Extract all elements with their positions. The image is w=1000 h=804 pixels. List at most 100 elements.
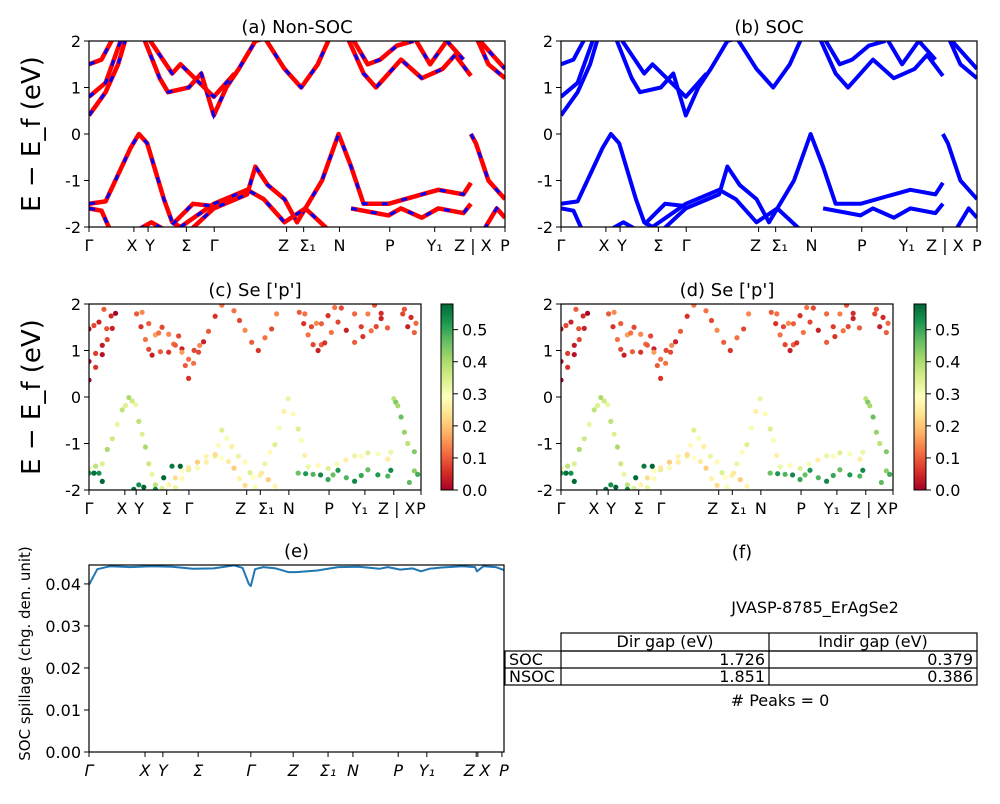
projection-point (313, 320, 320, 326)
projection-point (122, 403, 129, 409)
projection-point (139, 431, 145, 437)
projection-point (576, 326, 582, 332)
projection-point (395, 298, 400, 303)
x-tick-label: Z (235, 499, 246, 518)
band-line (413, 41, 466, 67)
projection-point (276, 425, 282, 431)
x-tick-label: X (588, 499, 599, 518)
projection-point (169, 463, 175, 469)
table-cell-nsoc-dir: 1.851 (719, 667, 765, 686)
projection-point (109, 325, 115, 331)
x-tick-label: Σ (193, 761, 204, 780)
projection-point (99, 461, 105, 467)
colorbar-tick-label: 0.0 (462, 481, 487, 500)
band-dash (347, 41, 473, 90)
projection-point (159, 324, 165, 330)
projection-point (857, 473, 863, 479)
projection-point (840, 328, 846, 334)
projection-point (684, 451, 690, 458)
projection-point (388, 467, 394, 473)
projection-point (91, 470, 97, 476)
projection-point (737, 477, 743, 483)
projection-point (194, 459, 201, 465)
panel-title: (b) SOC (734, 17, 803, 38)
projection-point (203, 459, 209, 465)
projection-point (108, 313, 114, 319)
projection-point (832, 333, 838, 340)
projection-point (824, 339, 830, 345)
colorbar-tick-label: 0.3 (462, 385, 487, 404)
projection-point (847, 472, 853, 478)
projection-point (753, 408, 759, 414)
projection-point (255, 347, 261, 354)
band-dash (483, 205, 505, 227)
projection-point (603, 486, 609, 490)
projection-point (631, 324, 637, 330)
projection-point (182, 362, 188, 369)
x-tick-label: Γ (85, 499, 94, 518)
x-tick-label: Y₁ (898, 236, 915, 255)
projection-point (259, 470, 265, 476)
projection-point (408, 314, 414, 320)
projection-point (568, 470, 574, 476)
projection-point (638, 331, 644, 337)
projection-point (767, 426, 773, 432)
projection-point (614, 444, 621, 450)
projection-point (406, 479, 412, 486)
projection-point (250, 474, 256, 480)
projection-point (249, 339, 255, 345)
projection-point (269, 326, 275, 332)
projection-point (89, 358, 92, 365)
projection-point (628, 330, 634, 336)
projection-point (310, 342, 316, 348)
x-tick-label: P (416, 499, 426, 518)
projection-point (315, 347, 321, 354)
x-tick-label: Z | X (378, 499, 416, 518)
projection-point (576, 446, 582, 452)
projection-point (608, 482, 614, 488)
projection-point (166, 349, 172, 355)
projection-point (343, 457, 349, 463)
x-tick-label: P (888, 499, 898, 518)
projection-point (638, 349, 644, 355)
projection-point (156, 330, 162, 336)
projection-point (618, 346, 624, 352)
projection-point (830, 453, 836, 459)
band-line (610, 220, 636, 227)
band-line (941, 133, 977, 201)
projection-point (669, 342, 675, 349)
x-tick-label: Y₁ (426, 236, 443, 255)
x-tick-label: Γ (85, 761, 95, 780)
projection-point (714, 459, 720, 465)
projection-point (708, 476, 715, 482)
projection-point (672, 339, 679, 345)
projection-point (99, 351, 105, 358)
projection-point (197, 342, 203, 349)
projection-point (131, 486, 137, 490)
projection-point (877, 440, 883, 447)
band-dash (89, 206, 111, 227)
projection-point (767, 470, 773, 476)
projection-point (119, 407, 125, 413)
projection-point (273, 311, 280, 317)
band-line (947, 41, 977, 80)
projection-point (205, 328, 212, 334)
projection-point (177, 463, 183, 469)
projection-point (667, 349, 674, 355)
table-cell-nsoc-indir: 0.386 (927, 667, 973, 686)
projection-point (179, 468, 185, 474)
band-dash (89, 41, 114, 66)
x-tick-label: Γ (682, 236, 691, 255)
colorbar-tick-label: 0.2 (462, 417, 487, 436)
projection-point (691, 304, 697, 308)
projection-point (571, 461, 577, 467)
projection-point (775, 471, 781, 477)
y-tick-label: 2 (71, 295, 81, 314)
band-dash (476, 41, 505, 80)
projection-point (785, 320, 792, 326)
projection-point (604, 402, 611, 408)
band-line (190, 131, 473, 227)
band-line (822, 202, 945, 220)
